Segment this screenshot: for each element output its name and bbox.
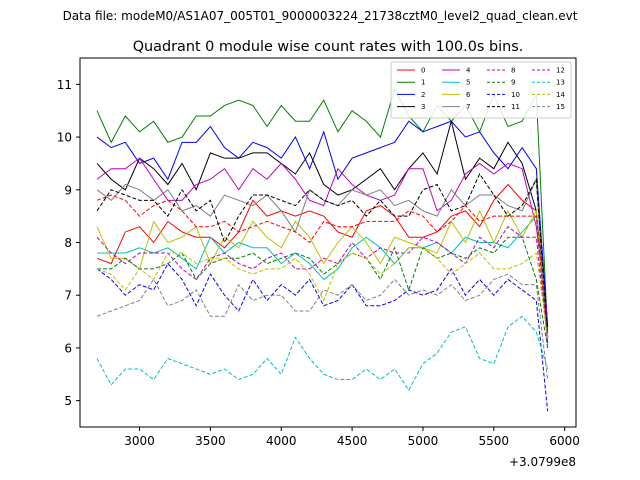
legend-label-1: 1 [421,79,425,87]
x-tick-label: 6000 [549,434,580,448]
series-line-1 [96,88,549,333]
legend-label-15: 15 [556,103,565,111]
series-line-10 [96,262,549,412]
legend-label-4: 4 [466,67,471,75]
y-tick-label: 6 [64,341,72,355]
legend-label-14: 14 [556,91,565,99]
y-tick-label: 9 [64,183,72,197]
x-tick-label: 5500 [479,434,510,448]
legend-label-2: 2 [421,91,425,99]
y-tick-label: 8 [64,236,72,250]
legend-label-11: 11 [511,103,520,111]
y-tick-label: 5 [64,394,72,408]
series-line-15 [96,273,549,380]
legend-label-5: 5 [466,79,470,87]
legend-label-0: 0 [421,67,425,75]
series-line-5 [97,214,549,343]
series-line-9 [97,236,549,349]
series-line-6 [96,209,549,343]
series-line-13 [96,315,549,392]
series-line-4 [96,157,549,322]
x-tick-label: 3000 [124,434,155,448]
legend-label-10: 10 [511,91,520,99]
series-line-7 [96,179,549,348]
y-tick-label: 7 [64,289,72,303]
x-tick-label: 5000 [408,434,439,448]
legend-label-13: 13 [556,79,565,87]
series-line-8 [96,194,549,343]
x-tick-label: 4000 [266,434,297,448]
x-tick-label: 4500 [337,434,368,448]
series-line-14 [96,247,549,338]
legend-label-7: 7 [466,103,470,111]
legend-label-3: 3 [421,103,425,111]
x-offset-label: +3.0799e8 [509,455,576,469]
x-tick-label: 3500 [195,434,226,448]
y-tick-label: 10 [57,131,72,145]
plot-lines [96,88,549,412]
series-line-12 [96,225,549,343]
legend-box [390,61,572,119]
legend-label-8: 8 [511,67,515,75]
chart-title: Quadrant 0 module wise count rates with … [133,39,524,55]
y-tick-label: 11 [57,78,72,92]
legend-label-9: 9 [511,79,515,87]
legend-label-6: 6 [466,91,471,99]
series-line-2 [96,120,549,327]
figure-suptitle: Data file: modeM0/AS1A07_005T01_90000032… [63,9,578,23]
series-line-3 [96,121,549,327]
legend-label-12: 12 [556,67,565,75]
